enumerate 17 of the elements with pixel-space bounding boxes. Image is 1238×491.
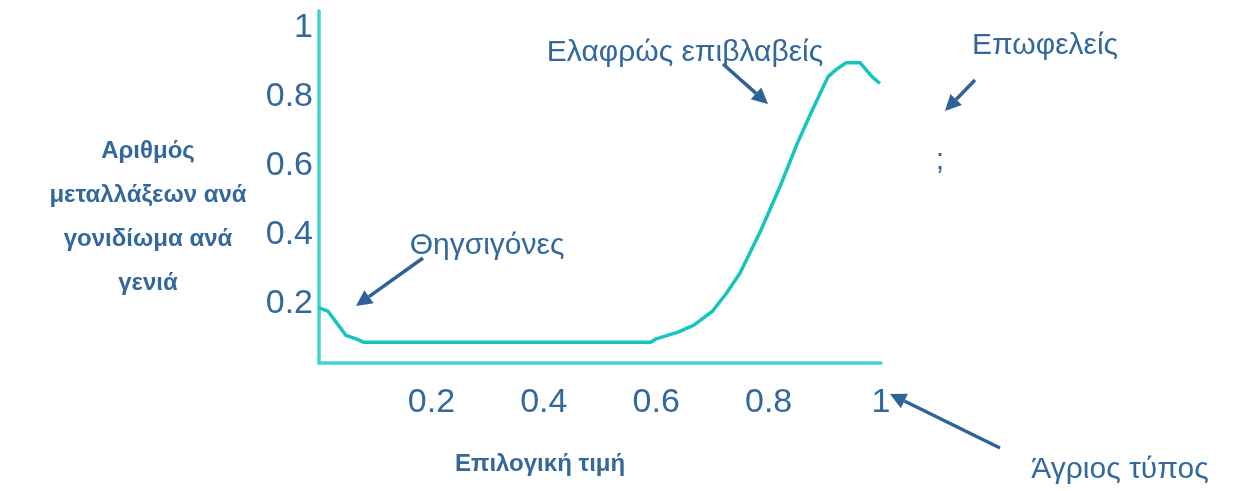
x-tick-label: 0.4 xyxy=(520,381,568,419)
annotation: Ελαφρώς επιβλαβείς xyxy=(546,33,824,67)
x-tick-label: 0.2 xyxy=(407,381,456,419)
y-tick-label: 0.2 xyxy=(265,281,313,320)
text: Επωφελείς xyxy=(971,26,1119,60)
x-tick-label: 0.6 xyxy=(632,381,680,419)
y-tick-label: 0.4 xyxy=(265,212,313,251)
y-axis-title: Αριθμός μεταλλάξεων ανά γονιδίωμα ανά γενιά xyxy=(49,135,247,295)
y-tick-label: 0.8 xyxy=(265,74,313,113)
y-tick-label: 1 xyxy=(294,5,313,44)
annotation: Θηγσιγόνες xyxy=(409,226,565,260)
x-tick-label: 1 xyxy=(871,381,891,419)
text: Άγριος τύπος xyxy=(1031,450,1209,484)
text: ; xyxy=(935,141,945,175)
x-axis-title: Επιλογική τιμή xyxy=(455,448,626,476)
y-tick-label: 0.6 xyxy=(265,143,313,182)
x-tick-label: 0.8 xyxy=(744,381,793,419)
